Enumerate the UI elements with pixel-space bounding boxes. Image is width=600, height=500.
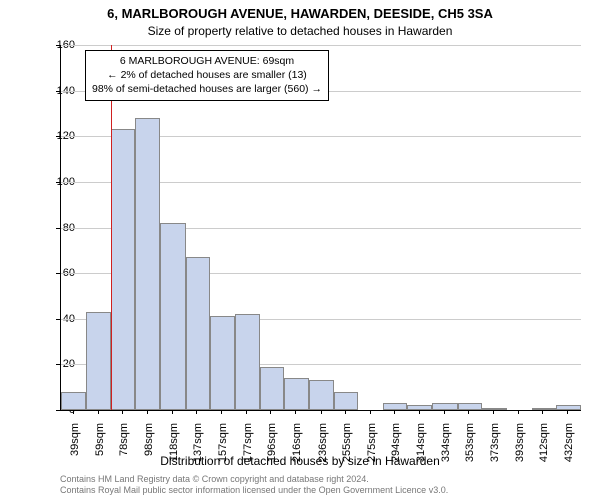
histogram-bar <box>160 223 185 410</box>
x-tick-mark <box>468 410 469 414</box>
x-tick-mark <box>172 410 173 414</box>
x-tick-mark <box>394 410 395 414</box>
annotation-line1: 6 MARLBOROUGH AVENUE: 69sqm <box>92 54 322 68</box>
x-tick-mark <box>270 410 271 414</box>
x-tick-mark <box>321 410 322 414</box>
x-tick-mark <box>295 410 296 414</box>
histogram-bar <box>86 312 111 410</box>
gridline <box>61 45 581 46</box>
annotation-box: 6 MARLBOROUGH AVENUE: 69sqm ← 2% of deta… <box>85 50 329 101</box>
footer-line1: Contains HM Land Registry data © Crown c… <box>60 474 448 485</box>
x-tick-mark <box>444 410 445 414</box>
histogram-bar <box>111 129 135 410</box>
histogram-bar <box>135 118 160 410</box>
histogram-bar <box>432 403 457 410</box>
annotation-line3: 98% of semi-detached houses are larger (… <box>92 82 322 96</box>
histogram-bar <box>260 367 284 410</box>
histogram-bar <box>284 378 309 410</box>
x-tick-mark <box>221 410 222 414</box>
histogram-bar <box>482 408 507 410</box>
footer-line2: Contains Royal Mail public sector inform… <box>60 485 448 496</box>
histogram-bar <box>235 314 260 410</box>
x-tick-mark <box>122 410 123 414</box>
x-tick-mark <box>246 410 247 414</box>
x-tick-mark <box>73 410 74 414</box>
annotation-line2: ← 2% of detached houses are smaller (13) <box>92 68 322 82</box>
x-tick-mark <box>493 410 494 414</box>
x-tick-mark <box>98 410 99 414</box>
histogram-bar <box>186 257 210 410</box>
histogram-bar <box>458 403 482 410</box>
x-tick-mark <box>345 410 346 414</box>
histogram-bar <box>383 403 407 410</box>
x-tick-mark <box>518 410 519 414</box>
x-tick-mark <box>370 410 371 414</box>
histogram-bar <box>61 392 86 410</box>
chart-subtitle: Size of property relative to detached ho… <box>0 24 600 38</box>
histogram-bar <box>334 392 358 410</box>
x-tick-mark <box>419 410 420 414</box>
chart-title: 6, MARLBOROUGH AVENUE, HAWARDEN, DEESIDE… <box>0 6 600 21</box>
chart-container: 6, MARLBOROUGH AVENUE, HAWARDEN, DEESIDE… <box>0 0 600 500</box>
x-axis-label: Distribution of detached houses by size … <box>0 454 600 468</box>
x-tick-mark <box>196 410 197 414</box>
x-tick-mark <box>542 410 543 414</box>
x-tick-mark <box>147 410 148 414</box>
x-tick-mark <box>567 410 568 414</box>
histogram-bar <box>210 316 235 410</box>
footer-attribution: Contains HM Land Registry data © Crown c… <box>60 474 448 496</box>
histogram-bar <box>532 408 556 410</box>
histogram-bar <box>309 380 334 410</box>
